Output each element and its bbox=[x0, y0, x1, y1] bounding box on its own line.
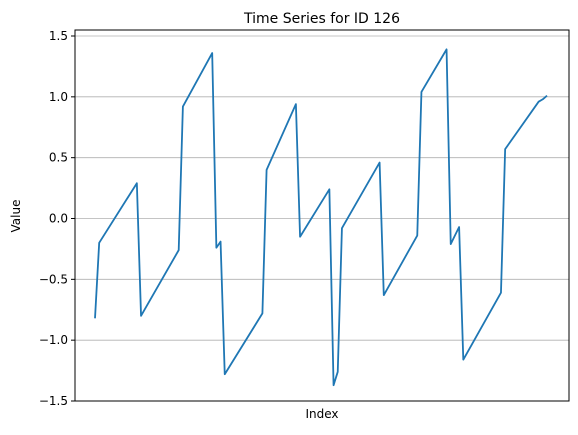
y-tick-label: −1.0 bbox=[39, 333, 68, 347]
grid-lines bbox=[75, 35, 569, 402]
plot-area-frame bbox=[74, 29, 570, 402]
y-tick-label: 0.0 bbox=[49, 212, 68, 226]
y-tick-label: −0.5 bbox=[39, 272, 68, 286]
y-axis-ticks: −1.5 −1.0 −0.5 0.0 0.5 1.0 1.5 bbox=[39, 29, 75, 408]
y-tick-label: 0.5 bbox=[49, 151, 68, 165]
y-tick-label: −1.5 bbox=[39, 394, 68, 408]
y-tick-label: 1.5 bbox=[49, 29, 68, 43]
series-layer bbox=[94, 48, 548, 387]
x-axis-label: Index bbox=[305, 407, 338, 421]
chart-title: Time Series for ID 126 bbox=[243, 11, 400, 27]
y-tick-label: 1.0 bbox=[49, 90, 68, 104]
y-axis-label: Value bbox=[9, 200, 23, 233]
series-line bbox=[94, 48, 548, 387]
